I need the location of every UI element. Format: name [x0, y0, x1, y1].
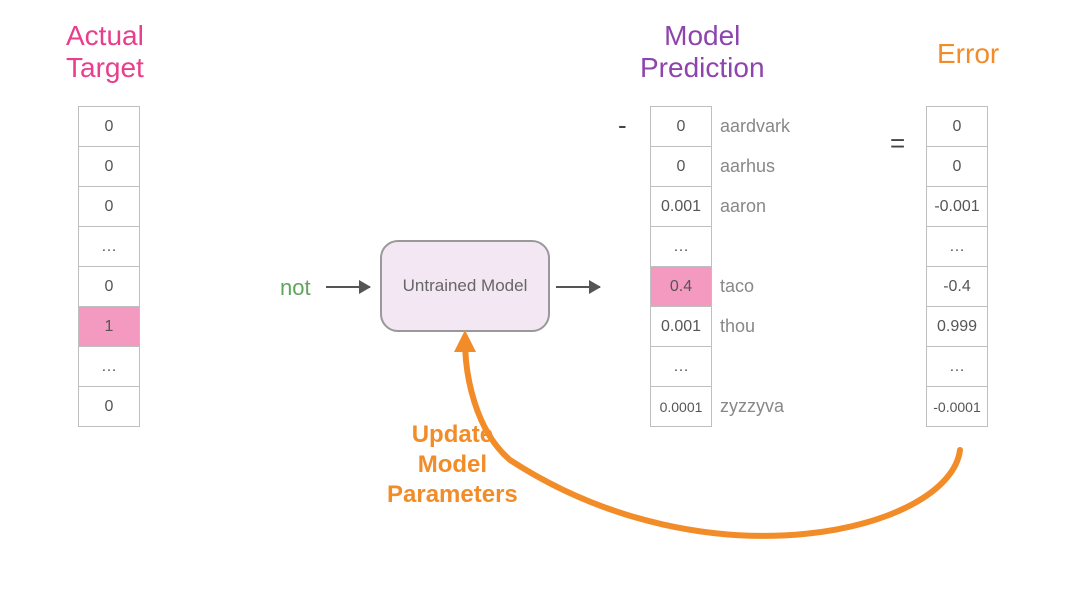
- equals-sign: =: [890, 128, 905, 159]
- update-arrow-icon: [440, 330, 1000, 590]
- prediction-cell: 0: [650, 106, 712, 147]
- untrained-model-box: Untrained Model: [380, 240, 550, 332]
- vocab-word: taco: [720, 266, 754, 307]
- error-cell: …: [926, 226, 988, 267]
- actual-cell: 0: [78, 106, 140, 147]
- arrow-input-to-model: [326, 286, 370, 288]
- model-prediction-heading: Model Prediction: [640, 20, 765, 84]
- actual-cell: 0: [78, 266, 140, 307]
- actual-cell: …: [78, 346, 140, 387]
- prediction-cell: …: [650, 226, 712, 267]
- error-cell: -0.4: [926, 266, 988, 307]
- prediction-cell: 0.001: [650, 186, 712, 227]
- actual-cell: 0: [78, 186, 140, 227]
- prediction-cell: 0: [650, 146, 712, 187]
- error-cell: 0: [926, 106, 988, 147]
- vocab-word: aardvark: [720, 106, 790, 147]
- prediction-cell-highlight: 0.4: [650, 266, 712, 307]
- input-word: not: [280, 275, 311, 301]
- error-cell: 0: [926, 146, 988, 187]
- actual-cell: 0: [78, 146, 140, 187]
- minus-sign: -: [618, 110, 627, 141]
- actual-target-heading: Actual Target: [66, 20, 144, 84]
- actual-cell-highlight: 1: [78, 306, 140, 347]
- actual-cell: 0: [78, 386, 140, 427]
- vocab-word: aaron: [720, 186, 766, 227]
- vocab-word: aarhus: [720, 146, 775, 187]
- actual-cell: …: [78, 226, 140, 267]
- error-cell: -0.001: [926, 186, 988, 227]
- error-heading: Error: [937, 38, 999, 70]
- arrow-model-to-prediction: [556, 286, 600, 288]
- actual-target-column: 0 0 0 … 0 1 … 0: [78, 106, 140, 427]
